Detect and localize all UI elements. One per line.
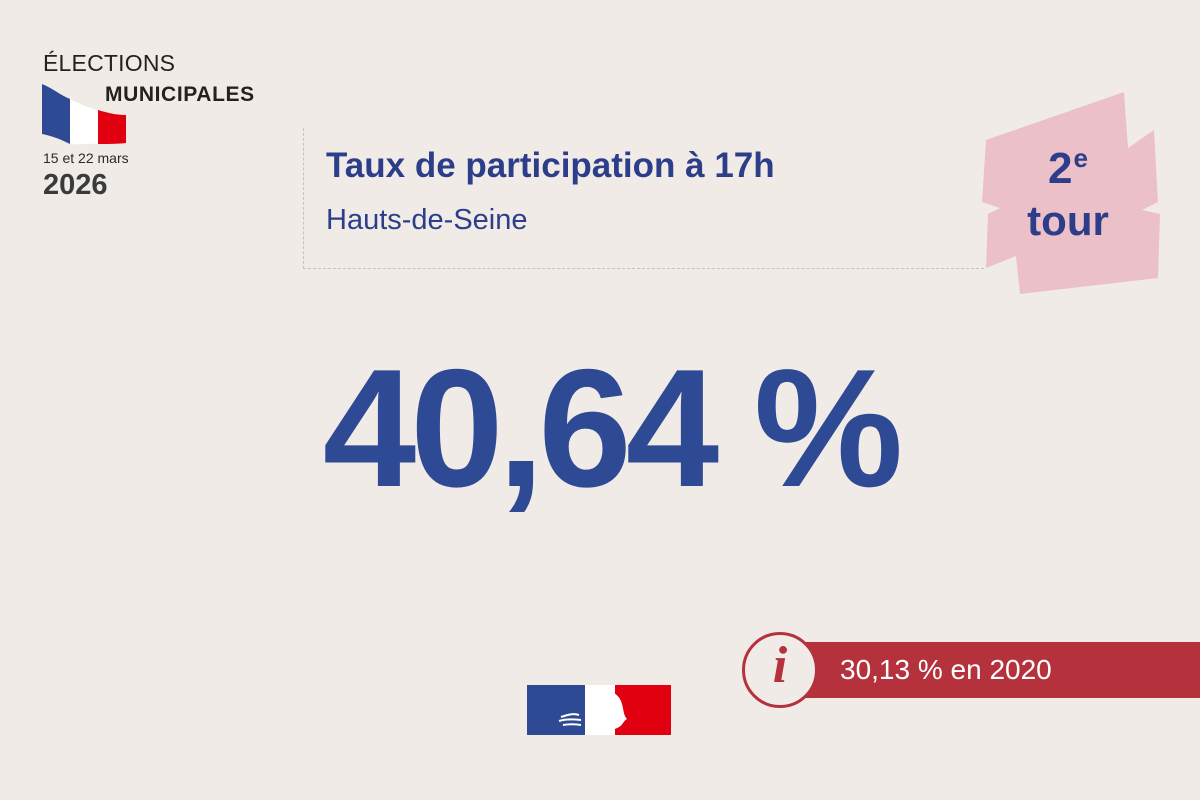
election-header: ÉLECTIONS MUNICIPALES 15 et 22 mars 2026 — [0, 0, 320, 220]
elections-label: ÉLECTIONS — [43, 50, 176, 76]
round-word: tour — [1027, 197, 1109, 244]
round-badge: 2e tour — [976, 84, 1160, 298]
french-flag-icon — [42, 84, 126, 145]
election-year: 2026 — [43, 169, 108, 201]
municipales-label: MUNICIPALES — [105, 83, 255, 106]
election-dates: 15 et 22 mars — [43, 150, 129, 166]
participation-value: 40,64 % — [322, 334, 903, 522]
brush-stroke-shape — [982, 92, 1160, 294]
round-number: 2e — [1048, 143, 1088, 193]
title-block: Taux de participation à 17h Hauts-de-Sei… — [303, 128, 984, 269]
previous-result-banner: i 30,13 % en 2020 — [742, 632, 1200, 708]
department-name: Hauts-de-Seine — [326, 204, 528, 236]
previous-result-strip — [780, 642, 1200, 698]
previous-result-text: 30,13 % en 2020 — [840, 654, 1052, 685]
info-icon — [742, 632, 818, 708]
marianne-logo-icon — [527, 685, 671, 735]
page-title: Taux de participation à 17h — [326, 146, 775, 185]
info-glyph: i — [772, 637, 788, 694]
